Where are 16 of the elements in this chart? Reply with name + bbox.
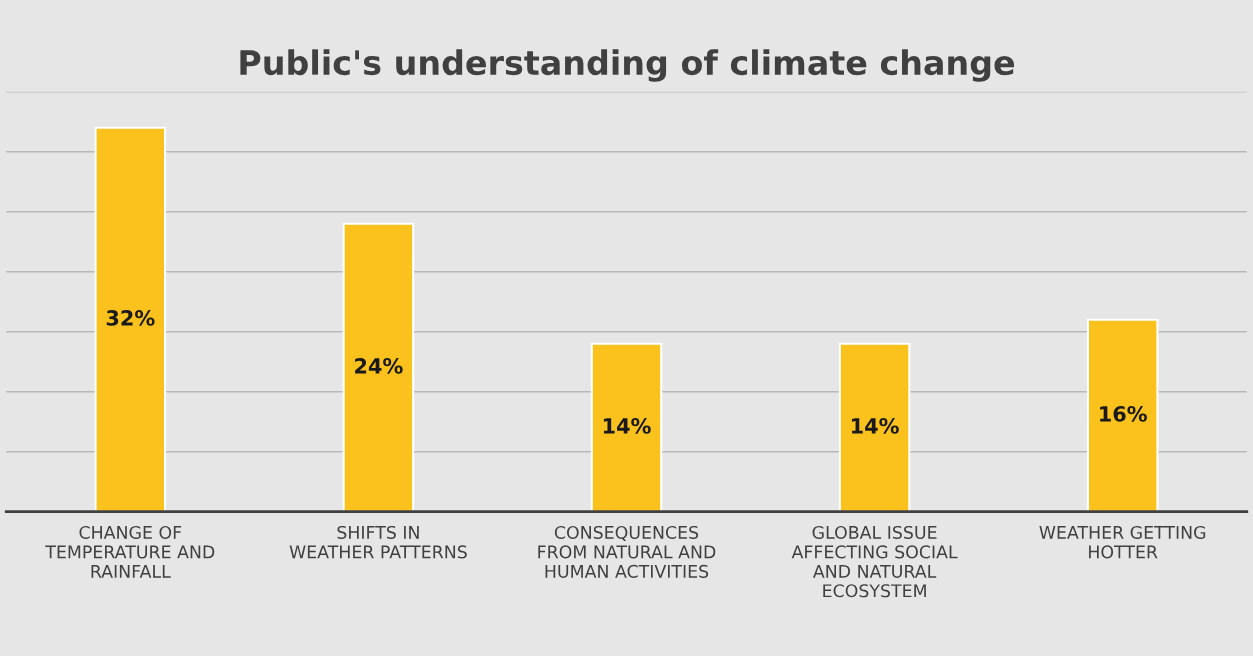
bar	[1086, 318, 1159, 512]
x-tick-label: WEATHER GETTING HOTTER	[1039, 525, 1206, 559]
bar	[94, 126, 167, 512]
x-tick-label: GLOBAL ISSUE AFFECTING SOCIAL AND NATURAL ECOSYSTEM	[791, 525, 958, 598]
data-label: 14%	[603, 418, 651, 434]
data-label: 14%	[852, 418, 899, 434]
data-label: 16%	[1100, 406, 1147, 422]
bar	[838, 342, 911, 512]
data-label: 24%	[355, 358, 403, 374]
bar	[342, 222, 415, 512]
data-label: 32%	[106, 310, 155, 326]
chart-title: Public's understanding of climate change	[240, 49, 1015, 82]
x-tick-label: SHIFTS IN WEATHER PATTERNS	[289, 525, 467, 559]
x-tick-label: CHANGE OF TEMPERATURE AND RAINFALL	[45, 525, 215, 578]
bar	[590, 342, 663, 512]
x-tick-label: CONSEQUENCES FROM NATURAL AND HUMAN ACTIVITIES	[538, 525, 716, 578]
